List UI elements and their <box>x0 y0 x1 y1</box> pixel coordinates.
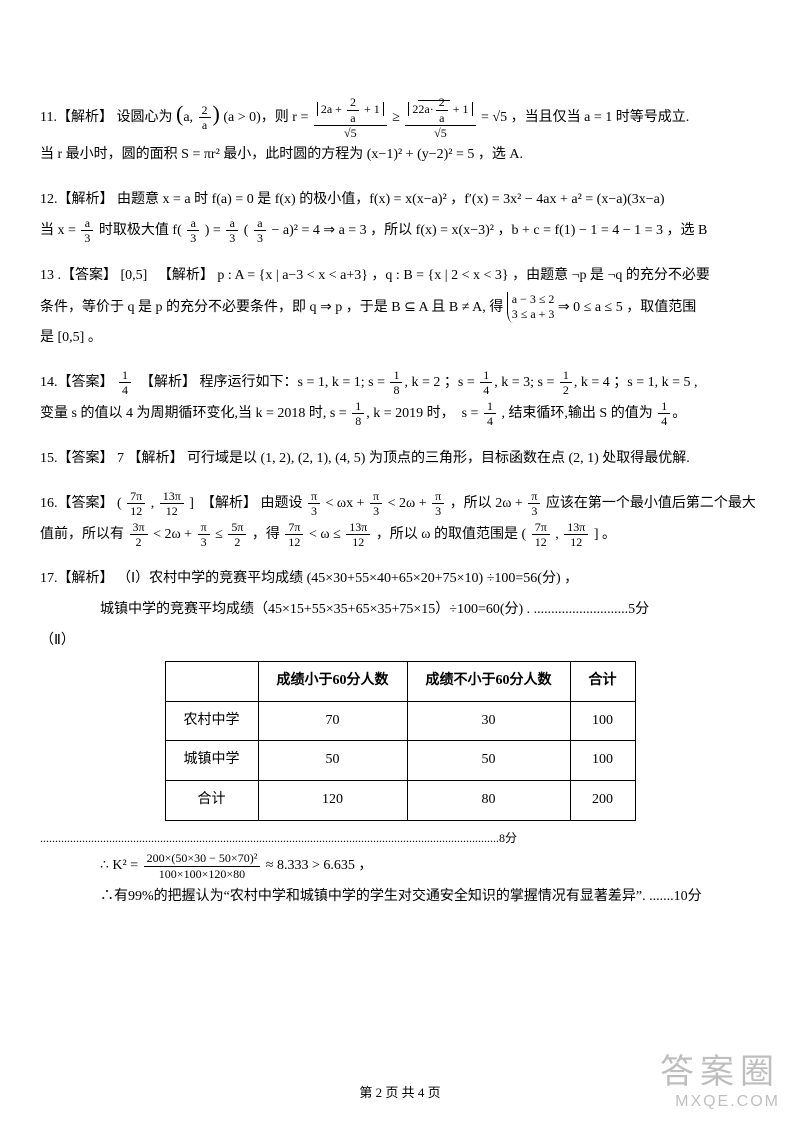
q12-l2d: ( <box>244 223 249 238</box>
watermark: 答案圈 MXQE.COM <box>660 1044 780 1111</box>
table-row: 农村中学 70 30 100 <box>165 701 635 741</box>
q16-l1b: π3 < ωx + π3 < 2ω + π3 <box>306 496 446 511</box>
q15: 15.【答案】 7 【解析】 可行域是以 (1, 2), (2, 1), (4,… <box>40 444 760 475</box>
q17-dots8: ........................................… <box>40 825 760 851</box>
table-row: 城镇中学 50 50 100 <box>165 741 635 781</box>
q15-exp-label: 【解析】 <box>128 451 184 466</box>
q11-ge: ≥ <box>392 110 403 125</box>
table-header-row: 成绩小于60分人数 成绩不小于60分人数 合计 <box>165 661 635 701</box>
th-lt60: 成绩小于60分人数 <box>258 661 407 701</box>
th-total: 合计 <box>570 661 635 701</box>
q11-l1c: ，当且仅当 a = 1 时等号成立. <box>511 110 690 125</box>
page-content: 11.【解析】 设圆心为 (a, 2a) (a > 0)，则 r = 2a + … <box>0 0 800 967</box>
q16-l2e: ，所以 ω 的取值范围是 <box>376 527 522 542</box>
q11-frac2: 22a·2a + 1 √5 <box>405 95 475 140</box>
th-ge60: 成绩不小于60分人数 <box>407 661 570 701</box>
q11-eq: = √5 <box>481 110 507 125</box>
q17-label: 17.【解析】 <box>40 571 114 586</box>
q17-table: 成绩小于60分人数 成绩不小于60分人数 合计 农村中学 70 30 100 城… <box>165 661 636 821</box>
q16-l2d: 7π12 < ω ≤ 13π12 <box>283 527 372 542</box>
table-row: 合计 120 80 200 <box>165 781 635 821</box>
q12-l1: 由题意 x = a 时 f(a) = 0 是 f(x) 的极小值，f(x) = … <box>117 192 665 207</box>
q11-l1a: 设圆心为 <box>116 110 172 125</box>
q15-ans: 7 <box>117 451 124 466</box>
q13-cases: a − 3 ≤ 2 3 ≤ a + 3 <box>507 292 555 323</box>
watermark-l1: 答案圈 <box>660 1044 780 1093</box>
q13: 13 .【答案】 [0,5] 【解析】 p : A = {x | a−3 < x… <box>40 261 760 354</box>
q13-label: 13 .【答案】 <box>40 268 117 283</box>
q13-l3: 是 [0,5] 。 <box>40 330 102 345</box>
q16-l2f: ( 7π12 , 13π12 ] <box>522 527 599 542</box>
q12-l2c: ) = <box>205 223 225 238</box>
q17-l2: 城镇中学的竞赛平均成绩（45×15+55×35+65×35+75×15）÷100… <box>100 602 649 617</box>
q12-l2e: − a)² = 4 ⇒ a = 3 ，所以 f(x) = x(x−3)² ，b … <box>271 223 707 238</box>
q11-l1b: (a > 0)，则 r = <box>223 110 308 125</box>
th-blank <box>165 661 258 701</box>
q17-part2: （Ⅱ） <box>40 633 75 648</box>
q13-exp-label: 【解析】 <box>158 268 214 283</box>
q12-label: 12.【解析】 <box>40 192 114 207</box>
q12-l2b: 时取极大值 f( <box>99 223 182 238</box>
q12-l2a: 当 x = <box>40 223 79 238</box>
q16-l1d: 2ω + π3 <box>495 496 542 511</box>
q14-label: 14.【答案】 <box>40 375 114 390</box>
q16-l2b: 3π2 < 2ω + π3 ≤ 5π2 <box>128 527 249 542</box>
q13-l2b: ⇒ 0 ≤ a ≤ 5 ，取值范围 <box>558 299 696 314</box>
q13-l2a: 条件，等价于 q 是 p 的充分不必要条件，即 q ⇒ p ，于是 B ⊆ A … <box>40 299 503 314</box>
q16-l2a: 值前，所以有 <box>40 527 128 542</box>
q11-l2: 当 r 最小时，圆的面积 S = πr² 最小，此时圆的方程为 (x−1)² +… <box>40 147 523 162</box>
q14-exp-label: 【解析】 <box>140 375 196 390</box>
q17-k2: ∴ K² = 200×(50×30 − 50×70)²100×100×120×8… <box>100 851 760 882</box>
q16-exp-label: 【解析】 <box>201 496 257 511</box>
q11: 11.【解析】 设圆心为 (a, 2a) (a > 0)，则 r = 2a + … <box>40 90 760 171</box>
q16-l1e: 应该在第一个最小值后第二个最大 <box>546 496 756 511</box>
q17-l1: （Ⅰ）农村中学的竞赛平均成绩 (45×30+55×40+65×20+75×10)… <box>117 571 578 586</box>
q14-l2b: s = 18, k = 2019 时， s = 14 <box>330 406 498 421</box>
q13-ans: [0,5] <box>121 268 148 283</box>
q17: 17.【解析】 （Ⅰ）农村中学的竞赛平均成绩 (45×30+55×40+65×2… <box>40 564 760 913</box>
q14-l1: 程序运行如下：s = 1, k = 1; s = 18, k = 2 ；s = … <box>200 375 698 390</box>
q16: 16.【答案】 ( 7π12 , 13π12 ] 【解析】 由题设 π3 < ω… <box>40 489 760 551</box>
q16-l2c: ，得 <box>252 527 284 542</box>
q11-label: 11.【解析】 <box>40 110 113 125</box>
q16-l1c: ，所以 <box>450 496 496 511</box>
q14: 14.【答案】 14 【解析】 程序运行如下：s = 1, k = 1; s =… <box>40 368 760 430</box>
q12: 12.【解析】 由题意 x = a 时 f(a) = 0 是 f(x) 的极小值… <box>40 185 760 247</box>
watermark-l2: MXQE.COM <box>660 1093 780 1111</box>
q14-l2a: 变量 s 的值以 4 为周期循环变化,当 k = 2018 时, <box>40 406 326 421</box>
q14-l2c: , 结束循环,输出 S 的值为 <box>501 406 656 421</box>
q16-label: 16.【答案】 <box>40 496 114 511</box>
q17-concl: ∴有99%的把握认为“农村中学和城镇中学的学生对交通安全知识的掌握情况有显著差异… <box>100 882 760 913</box>
q16-ans: ( 7π12 , 13π12 ] <box>117 496 194 511</box>
q15-label: 15.【答案】 <box>40 451 114 466</box>
q11-frac1: 2a + 2a + 1 √5 <box>314 95 387 140</box>
q13-l1: p : A = {x | a−3 < x < a+3} ，q : B = {x … <box>217 268 710 283</box>
q15-text: 可行域是以 (1, 2), (2, 1), (4, 5) 为顶点的三角形，目标函… <box>187 451 690 466</box>
q16-l1a: 由题设 <box>260 496 306 511</box>
q14-ans: 14 <box>119 368 131 398</box>
q16-l2g: 。 <box>602 527 616 542</box>
